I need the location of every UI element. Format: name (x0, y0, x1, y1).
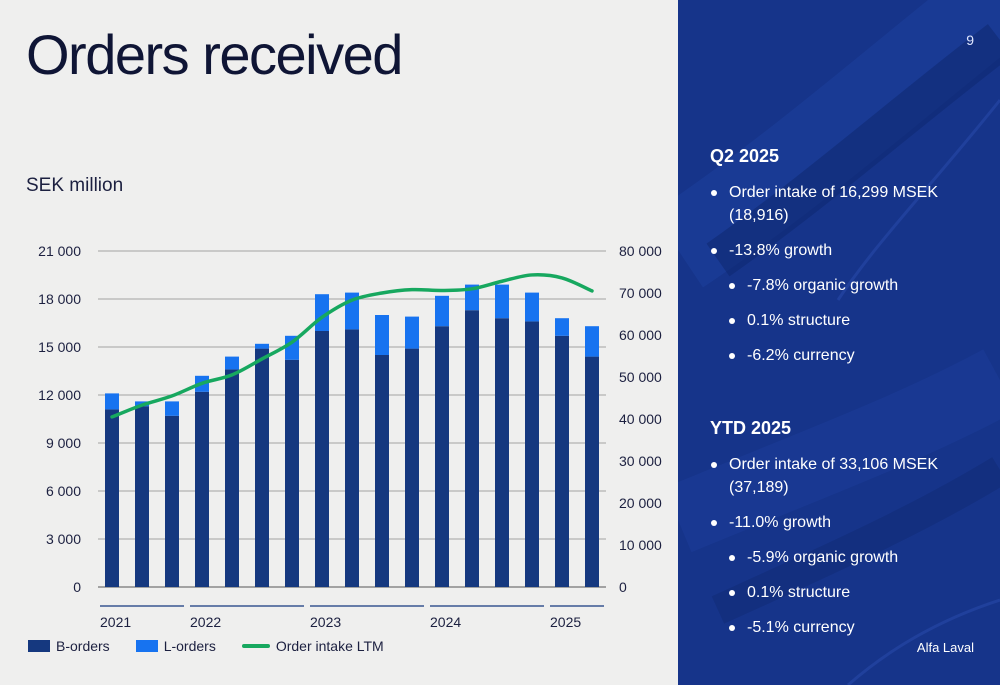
bar-l-orders (255, 343, 269, 349)
ltm-line (110, 273, 594, 419)
bar-l-orders (495, 284, 509, 319)
bar-b-orders (345, 329, 359, 587)
y-left-tick-label: 18 000 (38, 291, 81, 307)
q2-bullet-list: Order intake of 16,299 MSEK (18,916) -13.… (710, 181, 990, 367)
ytd-bullet-2: -5.9% organic growth (728, 546, 990, 569)
bar-l-orders (405, 316, 419, 349)
l-orders-swatch (135, 640, 158, 652)
bar-l-orders (105, 393, 119, 410)
q2-bullet-3: 0.1% structure (728, 309, 990, 332)
year-label: 2025 (550, 614, 581, 630)
y-left-tick-label: 0 (73, 579, 81, 595)
bar-b-orders (585, 356, 599, 587)
q2-bullet-0: Order intake of 16,299 MSEK (18,916) (710, 181, 990, 227)
y-right-tick-label: 70 000 (619, 285, 662, 301)
legend-label-l-orders: L-orders (163, 638, 216, 654)
bar-b-orders (435, 326, 449, 587)
y-left-tick-label: 3 000 (46, 531, 81, 547)
y-right-tick-label: 50 000 (619, 369, 662, 385)
y-left-tick-label: 12 000 (38, 387, 81, 403)
year-label: 2023 (310, 614, 341, 630)
bar-b-orders (195, 391, 209, 587)
bar-b-orders (165, 415, 179, 587)
bar-b-orders (105, 409, 119, 587)
bar-b-orders (375, 355, 389, 587)
orders-chart: 0 3 000 6 000 9 000 12 000 15 000 18 000 21 000… (38, 243, 662, 630)
y-right-tick-label: 20 000 (619, 495, 662, 511)
y-left-tick-label: 21 000 (38, 243, 81, 259)
b-orders-swatch (28, 640, 50, 652)
y-right-tick-label: 80 000 (619, 243, 662, 259)
bar-b-orders (555, 335, 569, 587)
y-left-tick-label: 15 000 (38, 339, 81, 355)
legend-label-b-orders: B-orders (56, 638, 110, 654)
bar-b-orders (225, 369, 239, 587)
legend-label-ltm: Order intake LTM (275, 638, 384, 654)
ytd-bullet-1: -11.0% growth (710, 511, 990, 534)
chart-panel: Orders received SEK million 0 3 000 6 000 9… (26, 23, 662, 654)
year-label: 2021 (100, 614, 131, 630)
unit-label: SEK million (26, 175, 124, 196)
bar-l-orders (285, 335, 299, 360)
brand-label: Alfa Laval (916, 640, 974, 655)
bar-l-orders (555, 318, 569, 336)
bar-b-orders (465, 310, 479, 587)
year-label: 2024 (430, 614, 461, 630)
ytd-section: YTD 2025 Order intake of 33,106 MSEK (37… (710, 418, 990, 651)
bar-l-orders (165, 401, 179, 416)
year-label: 2022 (190, 614, 221, 630)
page-number: 9 (966, 32, 974, 48)
y-right-tick-label: 40 000 (619, 411, 662, 427)
y-right-tick-label: 60 000 (619, 327, 662, 343)
legend-item-l-orders: L-orders (135, 638, 216, 654)
ytd-bullet-3: 0.1% structure (728, 581, 990, 604)
summary-panel: 9 Q2 2025 Order intake of 16,299 MSEK (1… (678, 0, 1000, 685)
bar-b-orders (285, 359, 299, 587)
y-right-tick-label: 10 000 (619, 537, 662, 553)
bar-b-orders (495, 318, 509, 587)
ytd-bullet-0: Order intake of 33,106 MSEK (37,189) (710, 453, 990, 499)
bar-l-orders (225, 356, 239, 370)
q2-bullet-1: -13.8% growth (710, 239, 990, 262)
y-right-tick-label: 30 000 (619, 453, 662, 469)
ytd-bullet-list: Order intake of 33,106 MSEK (37,189) -11.… (710, 453, 990, 639)
y-left-tick-label: 9 000 (46, 435, 81, 451)
q2-heading: Q2 2025 (710, 146, 780, 166)
q2-bullet-4: -6.2% currency (728, 344, 990, 367)
q2-bullet-2: -7.8% organic growth (728, 274, 990, 297)
bar-b-orders (255, 348, 269, 587)
bar-b-orders (525, 321, 539, 587)
legend-item-ltm: Order intake LTM (241, 638, 384, 654)
bar-l-orders (375, 315, 389, 355)
bar-l-orders (525, 292, 539, 322)
bar-b-orders (405, 348, 419, 587)
ytd-bullet-4: -5.1% currency (728, 616, 990, 639)
y-right-tick-label: 0 (619, 579, 627, 595)
bar-l-orders (585, 326, 599, 357)
q2-section: Q2 2025 Order intake of 16,299 MSEK (18,… (710, 146, 990, 379)
page-title: Orders received (26, 23, 403, 86)
legend-item-b-orders: B-orders (28, 638, 110, 654)
decorative-swooshes (678, 0, 1000, 685)
ltm-swatch (241, 644, 270, 648)
ytd-heading: YTD 2025 (710, 418, 792, 438)
bar-b-orders (135, 406, 149, 587)
y-left-tick-label: 6 000 (46, 483, 81, 499)
bar-b-orders (315, 331, 329, 587)
bar-l-orders (435, 295, 449, 327)
chart-legend: B-orders L-orders Order intake LTM (28, 638, 410, 654)
